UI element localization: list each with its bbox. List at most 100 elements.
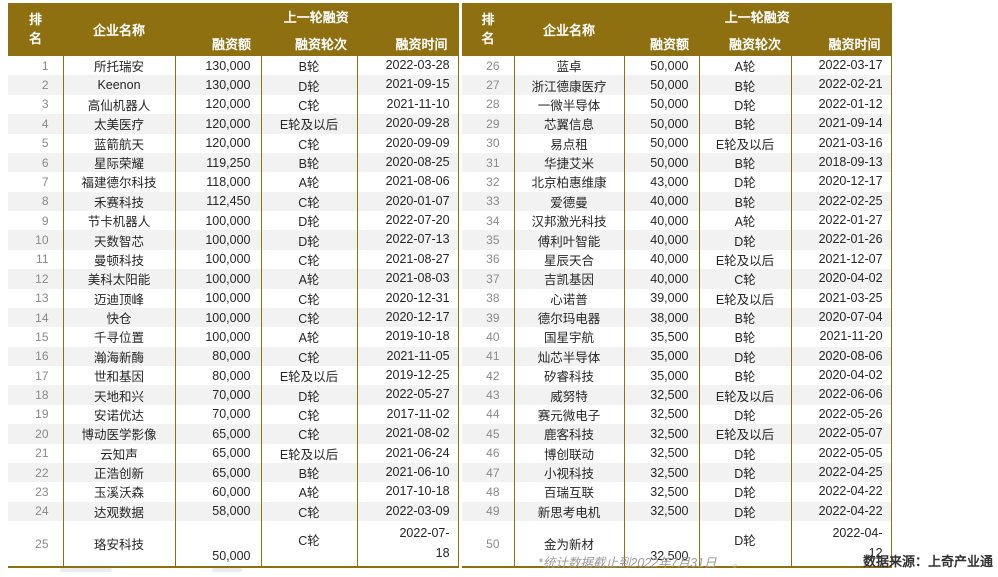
amount-cell: 32,500 xyxy=(623,521,699,567)
company-cell: 达观数据 xyxy=(62,501,175,521)
date-cell: 2021-08-03 xyxy=(356,269,459,289)
rank-cell: 41 xyxy=(486,349,500,364)
amount-cell: 32,500 xyxy=(623,404,699,425)
company-cell: 蓝箭航天 xyxy=(62,133,175,153)
round-cell: E轮及以后 xyxy=(260,366,357,386)
amount-cell: 80,000 xyxy=(174,366,261,386)
amount-cell: 32,500 xyxy=(623,443,699,463)
amount-cell: 130,000 xyxy=(174,56,261,76)
company-cell: 国星宇航 xyxy=(513,327,624,347)
date-cell: 2021-09-15 xyxy=(356,75,459,95)
rank-cell: 18 xyxy=(35,388,49,403)
rank-cell: 8 xyxy=(41,194,49,209)
date-cell: 2021-08-02 xyxy=(356,424,459,444)
rank-cell: 4 xyxy=(41,116,49,131)
amount-cell: 50,000 xyxy=(623,133,699,153)
table-row: 32 北京柏惠维康 43,000 D轮 2020-12-17 xyxy=(462,172,892,192)
company-cell: 美科太阳能 xyxy=(62,269,175,289)
date-cell: 2022-03-09 xyxy=(356,501,459,521)
company-cell: 爱德曼 xyxy=(513,191,624,211)
table-row: 17 世和基因 80,000 E轮及以后 2019-12-25 xyxy=(8,366,459,386)
amount-cell: 40,000 xyxy=(623,211,699,231)
date-cell: 2017-10-18 xyxy=(356,482,459,502)
amount-cell: 43,000 xyxy=(623,172,699,192)
round-cell: B轮 xyxy=(260,56,357,76)
date-cell: 2022-03-28 xyxy=(356,56,459,76)
table-row: 2 Keenon 130,000 D轮 2021-09-15 xyxy=(8,75,459,95)
company-cell: 星辰天合 xyxy=(513,249,624,270)
scrollbar-artifact xyxy=(212,568,242,572)
round-cell: C轮 xyxy=(260,191,357,211)
date-cell: 2022-01-12 xyxy=(790,94,892,115)
company-cell: 华捷艾米 xyxy=(513,152,624,173)
table-row: 37 吉凯基因 40,000 C轮 2020-04-02 xyxy=(462,269,892,289)
round-cell: D轮 xyxy=(698,501,791,521)
table-row: 20 博动医学影像 65,000 C轮 2021-08-02 xyxy=(8,424,459,444)
amount-cell: 35,000 xyxy=(623,346,699,366)
table-row: 26 蓝卓 50,000 A轮 2022-03-17 xyxy=(462,56,892,76)
table-body-ranks-1-25: 1 所托瑞安 130,000 B轮 2022-03-28 2 Keenon 130,000 D轮… xyxy=(8,56,459,567)
note-period: 。 xyxy=(732,558,744,570)
amount-cell: 120,000 xyxy=(174,114,261,134)
company-cell: 瀚海新酶 xyxy=(62,346,175,366)
table-row: 7 福建德尔科技 118,000 A轮 2021-08-06 xyxy=(8,172,459,192)
company-cell: 吉凯基因 xyxy=(513,269,624,289)
rank-cell: 1 xyxy=(41,58,49,73)
date-cell: 2020-09-09 xyxy=(356,133,459,153)
column-header-amount: 融资额 xyxy=(624,30,699,56)
round-cell: A轮 xyxy=(698,211,791,231)
round-cell: D轮 xyxy=(698,172,791,192)
ranking-table-left: 排名 企业名称 上一轮融资 融资额 融资轮次 融资时间 1 所托瑞安 130,000… xyxy=(8,3,459,568)
rank-cell: 50 xyxy=(486,536,500,551)
amount-cell: 119,250 xyxy=(174,152,261,173)
round-cell: D轮 xyxy=(698,404,791,425)
rank-cell: 6 xyxy=(41,155,49,170)
amount-cell: 65,000 xyxy=(174,443,261,463)
round-cell: B轮 xyxy=(698,114,791,134)
column-header-round: 融资轮次 xyxy=(699,30,791,56)
round-cell: E轮及以后 xyxy=(698,133,791,153)
rank-cell: 13 xyxy=(35,291,49,306)
table-row: 45 鹿客科技 32,500 E轮及以后 2022-05-07 xyxy=(462,424,892,444)
rank-cell: 29 xyxy=(486,116,500,131)
rank-cell: 44 xyxy=(486,407,500,422)
amount-cell: 40,000 xyxy=(623,269,699,289)
rank-cell: 3 xyxy=(41,97,49,112)
date-cell: 2021-03-25 xyxy=(790,288,892,308)
company-cell: 天数智芯 xyxy=(62,230,175,250)
amount-cell: 65,000 xyxy=(174,424,261,444)
rank-cell: 2 xyxy=(41,78,49,93)
amount-cell: 100,000 xyxy=(174,327,261,347)
date-cell: 2020-12-31 xyxy=(356,288,459,308)
column-group-header-last-round: 上一轮融资 xyxy=(175,3,459,30)
amount-cell: 112,450 xyxy=(174,191,261,211)
rank-cell: 24 xyxy=(35,504,49,519)
rank-cell: 40 xyxy=(486,329,500,344)
table-row: 38 心诺普 39,000 E轮及以后 2021-03-25 xyxy=(462,288,892,308)
column-header-amount: 融资额 xyxy=(175,30,261,56)
table-row: 36 星辰天合 40,000 E轮及以后 2021-12-07 xyxy=(462,249,892,270)
company-cell: 曼顿科技 xyxy=(62,249,175,270)
table-row: 22 正浩创新 65,000 B轮 2021-06-10 xyxy=(8,462,459,483)
round-cell: D轮 xyxy=(698,462,791,483)
amount-cell: 130,000 xyxy=(174,75,261,95)
rank-cell: 32 xyxy=(486,174,500,189)
amount-cell: 50,000 xyxy=(623,152,699,173)
amount-cell: 120,000 xyxy=(174,133,261,153)
table-row: 50 金为新材 32,500 D轮 2022-04- 12 xyxy=(462,521,892,567)
amount-cell: 100,000 xyxy=(174,269,261,289)
table-row: 13 迈迪顶峰 100,000 C轮 2020-12-31 xyxy=(8,288,459,308)
company-cell: 节卡机器人 xyxy=(62,211,175,231)
column-header-company: 企业名称 xyxy=(63,3,175,56)
date-cell: 2019-10-18 xyxy=(356,327,459,347)
round-cell: A轮 xyxy=(260,269,357,289)
table-row: 18 天地和兴 70,000 D轮 2022-05-27 xyxy=(8,385,459,405)
round-cell: D轮 xyxy=(260,75,357,95)
company-cell: 小视科技 xyxy=(513,462,624,483)
column-header-date: 融资时间 xyxy=(791,30,892,56)
company-cell: 珞安科技 xyxy=(62,521,175,567)
date-cell: 2021-08-06 xyxy=(356,172,459,192)
round-cell: C轮 xyxy=(260,404,357,425)
column-header-round: 融资轮次 xyxy=(261,30,357,56)
amount-cell: 118,000 xyxy=(174,172,261,192)
